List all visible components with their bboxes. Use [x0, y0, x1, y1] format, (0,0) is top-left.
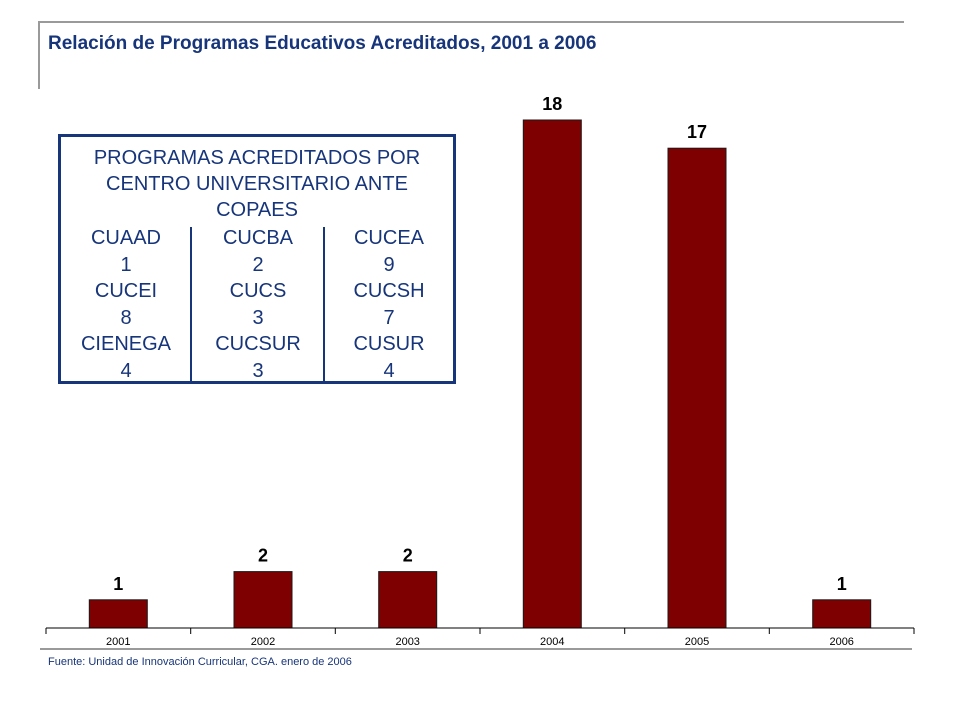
bar-2002 [233, 571, 293, 629]
x-tick-label-2005: 2005 [685, 636, 709, 648]
legend-center-name: CUCEI [94, 280, 158, 302]
data-label-2001: 1 [113, 574, 123, 594]
legend-center-name: CIENEGA [80, 333, 172, 355]
legend-column-divider [323, 227, 325, 381]
legend-column-divider [190, 227, 192, 381]
bottom-divider [40, 648, 912, 650]
legend-center-name: CUCEA [353, 227, 424, 249]
legend-center-value: 4 [120, 359, 132, 382]
x-tick-label-2003: 2003 [395, 636, 419, 648]
data-label-2005: 17 [687, 122, 707, 142]
legend-title-line-2: CENTRO UNIVERSITARIO ANTE [106, 173, 408, 195]
x-axis: 2001 2002 2003 2004 2005 2006 [45, 627, 915, 648]
bar-2003 [378, 571, 438, 629]
legend-column-3: CUCEA 9 CUCSH 7 CUSUR 4 [325, 225, 453, 384]
x-tick-label-2006: 2006 [829, 636, 853, 648]
legend-center-value: 2 [252, 253, 264, 276]
top-divider [38, 21, 904, 23]
legend-center-name: CUCS [229, 280, 287, 302]
legend-center-value: 8 [120, 306, 132, 329]
legend-center-name: CUCBA [222, 227, 293, 249]
legend-center-name: CUSUR [353, 333, 425, 355]
x-tick-label-2004: 2004 [540, 636, 564, 648]
data-label-2004: 18 [542, 94, 562, 114]
left-divider [38, 21, 40, 89]
bars-layer [88, 119, 872, 629]
legend-center-name: CUAAD [90, 227, 161, 249]
legend-center-name: CUCSUR [215, 333, 301, 355]
legend-center-value: 4 [383, 359, 395, 382]
bar-2006 [812, 599, 872, 629]
x-tick-label-2001: 2001 [106, 636, 130, 648]
data-label-2006: 1 [837, 574, 847, 594]
legend-center-value: 1 [120, 253, 132, 276]
legend-center-value: 7 [383, 306, 395, 329]
legend-center-value: 9 [383, 253, 395, 276]
legend-title: PROGRAMAS ACREDITADOS POR CENTRO UNIVERS… [61, 145, 453, 223]
source-note: Fuente: Unidad de Innovación Curricular,… [48, 656, 352, 668]
legend-title-line-1: PROGRAMAS ACREDITADOS POR [93, 147, 421, 169]
bar-2005 [667, 147, 727, 629]
legend-title-line-3: COPAES [216, 199, 298, 221]
legend-center-name: CUCSH [353, 280, 425, 302]
accreditation-legend-box: PROGRAMAS ACREDITADOS POR CENTRO UNIVERS… [58, 134, 456, 384]
x-tick-label-2002: 2002 [251, 636, 275, 648]
legend-center-value: 3 [252, 359, 264, 382]
data-label-2002: 2 [258, 546, 268, 566]
page-title: Relación de Programas Educativos Acredit… [48, 33, 597, 54]
bar-2004 [522, 119, 582, 629]
data-label-2003: 2 [403, 546, 413, 566]
legend-center-value: 3 [252, 306, 264, 329]
legend-column-2: CUCBA 2 CUCS 3 CUCSUR 3 [193, 225, 323, 384]
bar-2001 [88, 599, 148, 629]
legend-column-1: CUAAD 1 CUCEI 8 CIENEGA 4 [61, 225, 191, 384]
